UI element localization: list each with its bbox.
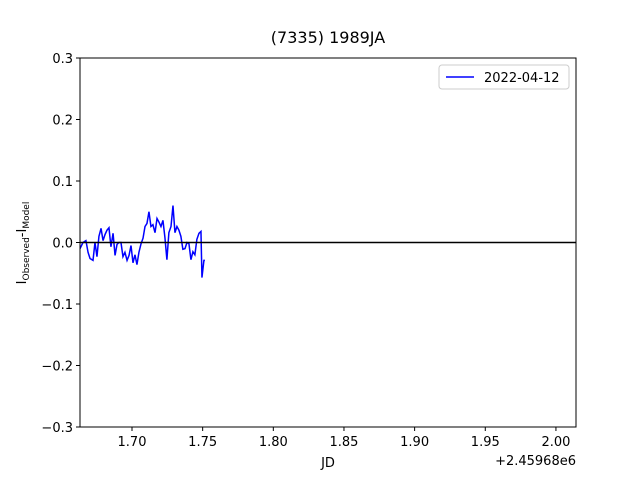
- axes-frame: [79, 57, 577, 428]
- x-tick-label: 1.90: [400, 435, 429, 450]
- x-tick-label: 2.00: [541, 435, 570, 450]
- x-tick-label: 1.70: [118, 435, 147, 450]
- x-tick-label: 1.80: [259, 435, 288, 450]
- y-label-part: Model: [22, 202, 32, 229]
- data-line: [80, 205, 205, 278]
- x-tick-label: 1.95: [471, 435, 500, 450]
- x-tick-label: 1.75: [188, 435, 217, 450]
- y-label-part: Observed: [22, 237, 32, 280]
- y-tick-label: 0.1: [52, 175, 73, 190]
- x-axis-label: JD: [320, 456, 335, 471]
- x-offset-label: +2.45968e6: [495, 454, 576, 469]
- y-tick-label: 0.0: [52, 237, 73, 252]
- chart-title: (7335) 1989JA: [271, 28, 385, 47]
- y-tick-label: −0.3: [41, 421, 73, 436]
- y-axis-label: IObserved-IModel: [15, 202, 32, 285]
- legend-box: [438, 64, 570, 90]
- x-tick-label: 1.85: [329, 435, 358, 450]
- y-label-part: I: [15, 281, 30, 285]
- y-tick-label: 0.3: [52, 52, 73, 67]
- y-tick-label: 0.2: [52, 114, 73, 129]
- legend-label: 2022-04-12: [484, 71, 560, 86]
- y-tick-label: −0.2: [41, 360, 73, 375]
- y-tick-label: −0.1: [41, 298, 73, 313]
- y-label-part: -I: [15, 229, 30, 238]
